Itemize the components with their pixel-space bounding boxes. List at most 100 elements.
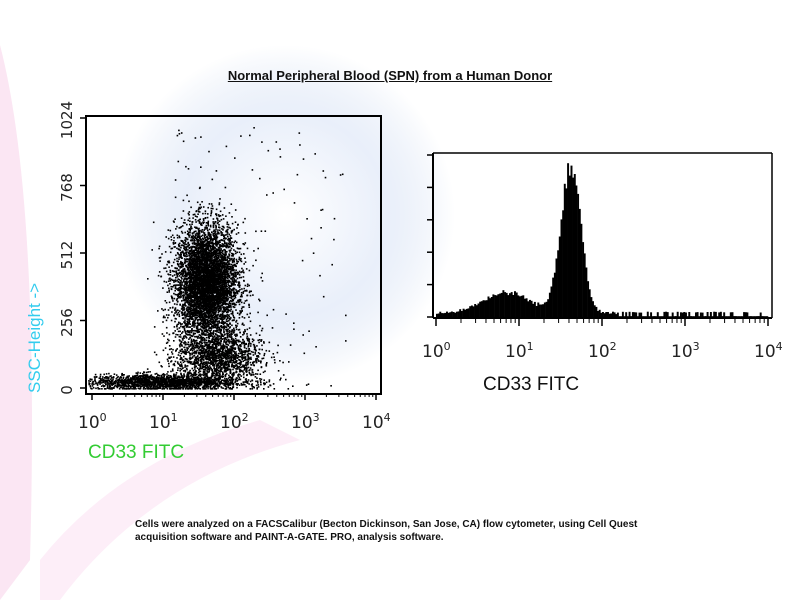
scatter-point <box>209 297 212 299</box>
scatter-point <box>209 252 211 255</box>
scatter-point <box>200 312 202 315</box>
scatter-point <box>212 320 215 322</box>
scatter-point <box>164 300 167 302</box>
scatter-point <box>163 280 166 283</box>
scatter-point <box>204 257 206 260</box>
scatter-point <box>227 311 229 313</box>
scatter-point <box>192 285 195 288</box>
scatter-point <box>203 277 205 280</box>
scatter-point <box>200 250 203 253</box>
scatter-point <box>178 227 181 229</box>
scatter-point <box>201 322 204 325</box>
scatter-point <box>194 293 196 296</box>
scatter-point <box>179 282 181 284</box>
scatter-point <box>193 291 195 293</box>
scatter-point <box>197 210 200 213</box>
scatter-point <box>188 234 190 236</box>
scatter-point <box>233 249 235 251</box>
scatter-point <box>187 245 189 248</box>
scatter-point <box>196 253 198 256</box>
scatter-point <box>168 260 170 262</box>
scatter-point <box>229 310 232 312</box>
scatter-point <box>211 305 214 307</box>
scatter-point <box>226 298 228 300</box>
scatter-point <box>203 329 206 332</box>
scatter-point <box>184 239 186 241</box>
scatter-point <box>197 277 200 279</box>
scatter-point <box>209 240 212 242</box>
scatter-point <box>193 239 196 242</box>
scatter-point <box>191 325 193 327</box>
scatter-point <box>200 340 202 343</box>
scatter-point <box>186 285 188 287</box>
scatter-point <box>199 229 201 232</box>
scatter-point <box>215 260 217 262</box>
scatter-point <box>168 261 171 264</box>
scatter-point <box>235 258 238 261</box>
scatter-point <box>218 256 220 258</box>
scatter-point <box>203 241 205 244</box>
scatter-point <box>187 219 189 222</box>
scatter-point <box>190 256 193 259</box>
scatter-points <box>88 127 347 390</box>
scatter-point <box>181 323 183 325</box>
scatter-point <box>230 203 233 205</box>
scatter-point <box>233 282 235 285</box>
scatter-point <box>184 285 186 288</box>
scatter-point <box>188 317 191 320</box>
scatter-point <box>208 276 211 279</box>
scatter-point <box>222 298 224 300</box>
scatter-point <box>170 288 173 290</box>
scatter-point <box>248 306 251 308</box>
scatter-point <box>221 290 224 293</box>
scatter-point <box>194 304 196 306</box>
page-title: Normal Peripheral Blood (SPN) from a Hum… <box>227 68 553 83</box>
scatter-point <box>229 270 232 273</box>
scatter-point <box>232 264 235 267</box>
scatter-point <box>181 332 183 334</box>
scatter-point <box>230 312 233 315</box>
scatter-point <box>187 323 189 326</box>
scatter-point <box>237 284 239 286</box>
scatter-point <box>188 285 190 288</box>
scatter-point <box>229 304 232 307</box>
scatter-point <box>233 293 236 295</box>
scatter-point <box>186 326 188 328</box>
scatter-point <box>189 349 192 351</box>
scatter-point <box>187 241 190 244</box>
scatter-point <box>201 271 204 274</box>
scatter-point <box>235 279 237 281</box>
scatter-point <box>203 235 206 238</box>
scatter-point <box>225 328 227 331</box>
scatter-point <box>198 252 201 255</box>
scatter-point <box>196 262 199 265</box>
scatter-point <box>231 279 234 281</box>
scatter-point <box>204 343 207 346</box>
scatter-point <box>204 296 206 298</box>
scatter-point <box>210 260 213 263</box>
scatter-point <box>190 269 193 271</box>
scatter-point <box>211 238 214 240</box>
scatter-point <box>205 328 207 331</box>
scatter-point <box>185 277 188 280</box>
scatter-point <box>218 226 221 229</box>
scatter-point <box>185 308 188 310</box>
scatter-point <box>213 229 215 231</box>
scatter-point <box>196 237 198 239</box>
scatter-point <box>233 291 235 293</box>
scatter-point <box>216 327 218 329</box>
scatter-point <box>211 332 213 334</box>
scatter-point <box>179 249 181 251</box>
scatter-point <box>229 227 231 229</box>
scatter-point <box>246 313 249 316</box>
scatter-point <box>234 265 237 267</box>
scatter-point <box>185 294 187 296</box>
scatter-point <box>179 292 181 294</box>
scatter-point <box>190 281 192 283</box>
scatter-point <box>230 273 233 276</box>
scatter-point <box>180 266 183 268</box>
scatter-point <box>221 312 224 315</box>
scatter-point <box>204 245 206 248</box>
scatter-point <box>168 266 170 268</box>
scatter-point <box>189 259 191 262</box>
